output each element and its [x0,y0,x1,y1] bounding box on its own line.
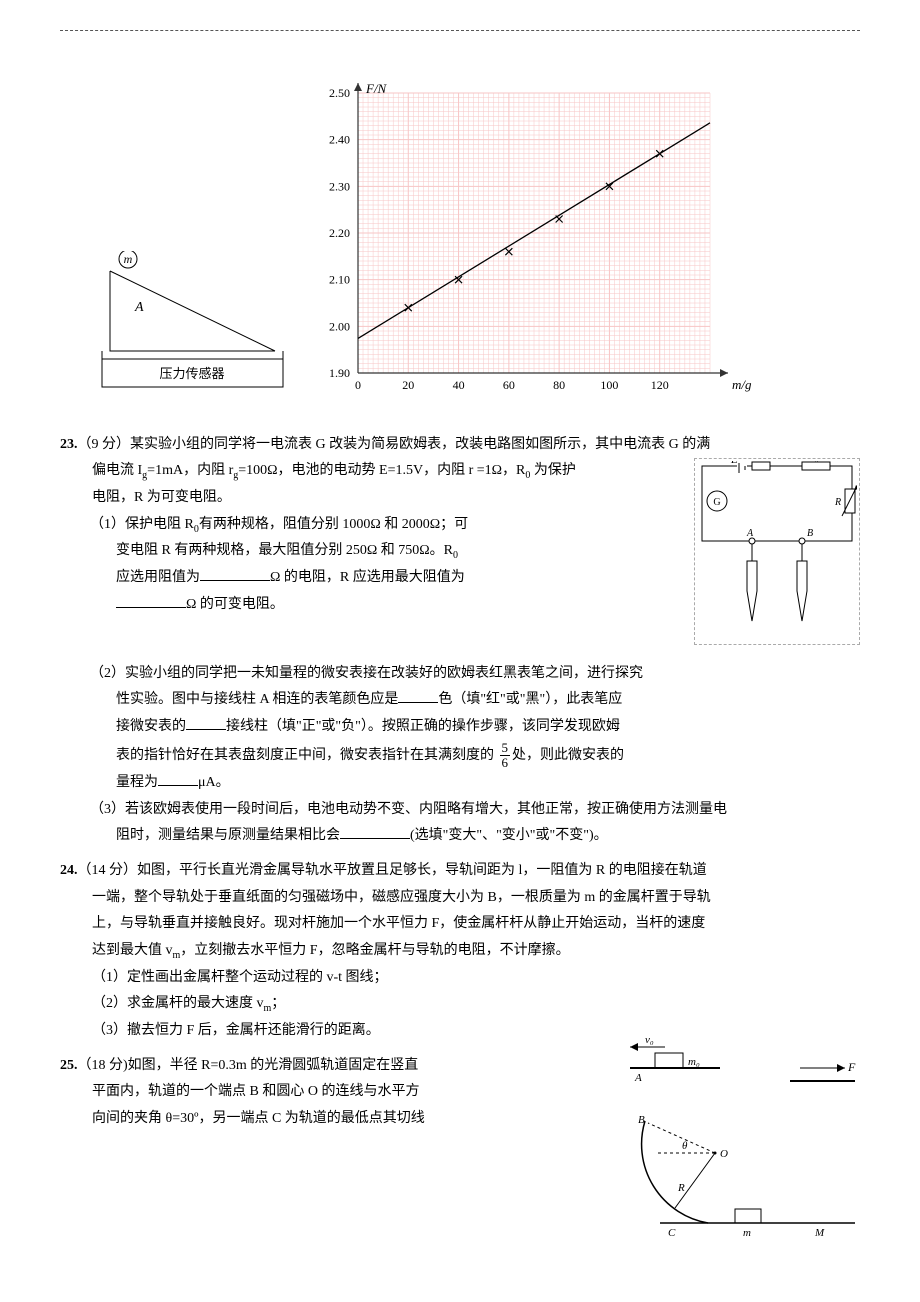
svg-text:20: 20 [402,378,414,392]
svg-text:F/N: F/N [365,81,388,96]
svg-text:E: E [730,461,738,466]
svg-text:80: 80 [553,378,565,392]
blank-r[interactable] [116,594,186,608]
svg-text:v₀: v₀ [645,1034,654,1046]
svg-text:2.10: 2.10 [329,273,350,287]
svg-text:2.20: 2.20 [329,226,350,240]
q23: 23.（9 分）某实验小组的同学将一电流表 G 改装为简易欧姆表，改装电路图如图… [60,432,860,850]
top-divider [60,30,860,31]
svg-text:G: G [713,497,720,508]
blank-terminal[interactable] [186,716,226,730]
svg-text:2.40: 2.40 [329,133,350,147]
svg-text:2.30: 2.30 [329,179,350,193]
q25: v₀ m₀ A F B O θ R C [60,1053,860,1264]
blank-color[interactable] [398,689,438,703]
q25-number: 25. [60,1058,78,1073]
svg-text:40: 40 [453,378,465,392]
sensor-label: 压力传感器 [159,366,224,381]
svg-text:R: R [834,497,841,508]
svg-text:m/g: m/g [732,377,752,392]
svg-text:0: 0 [355,378,361,392]
incline-figure: m A 压力传感器 [60,191,300,412]
f-vs-m-chart: 0 20 40 60 80 100 120 1.90 2.00 2.10 2.20 2.30 2.40 2… [300,81,860,412]
blank-r0[interactable] [200,567,270,581]
svg-text:O: O [720,1148,728,1160]
q24: 24.（14 分）如图，平行长直光滑金属导轨水平放置且足够长，导轨间距为 l，一… [60,858,860,1045]
circuit-figure: E r R₀ G R A B [694,458,860,645]
svg-text:2.00: 2.00 [329,319,350,333]
blank-range[interactable] [158,772,198,786]
svg-text:120: 120 [651,378,669,392]
q23-number: 23. [60,437,78,452]
svg-text:m: m [743,1227,751,1239]
svg-text:F: F [847,1060,856,1074]
mass-m-label: m [124,252,133,266]
fraction-5-6: 56 [500,741,511,771]
svg-text:1.90: 1.90 [329,366,350,380]
blank-change[interactable] [340,825,410,839]
figures-row: m A 压力传感器 0 20 40 60 80 100 120 1.90 2.00 2.10 2.2… [60,81,860,412]
svg-text:B: B [807,528,813,539]
svg-text:M: M [814,1227,825,1239]
svg-text:A: A [634,1072,642,1084]
incline-a-label: A [134,300,144,315]
svg-text:C: C [668,1227,676,1239]
svg-text:m₀: m₀ [688,1056,700,1068]
svg-text:θ: θ [682,1140,688,1152]
svg-text:A: A [746,528,754,539]
q24-number: 24. [60,863,78,878]
q25-figure: v₀ m₀ A F B O θ R C [600,1033,860,1264]
svg-text:R: R [677,1182,685,1194]
svg-text:R₀: R₀ [808,461,819,463]
svg-text:r: r [757,461,761,464]
svg-text:2.50: 2.50 [329,86,350,100]
svg-text:60: 60 [503,378,515,392]
svg-text:100: 100 [600,378,618,392]
